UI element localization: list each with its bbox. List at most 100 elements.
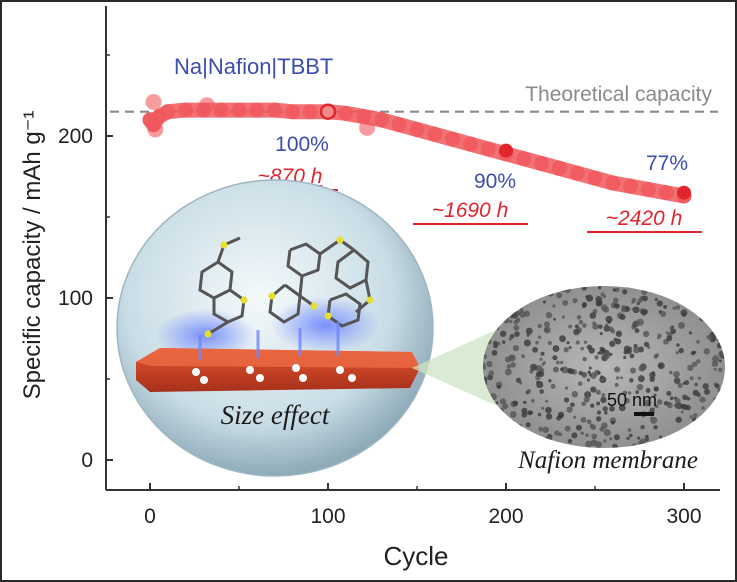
x-tick-label: 100 xyxy=(310,505,345,528)
pore xyxy=(592,323,599,330)
pore xyxy=(509,320,513,324)
pore xyxy=(589,312,597,319)
pore xyxy=(643,286,647,289)
pore xyxy=(560,367,564,371)
data-point xyxy=(427,126,443,142)
pore xyxy=(713,300,719,306)
scatter-point xyxy=(145,93,162,110)
pore xyxy=(542,300,547,304)
pore xyxy=(713,421,717,425)
data-point xyxy=(569,165,585,181)
pore xyxy=(548,379,552,383)
pore xyxy=(722,319,725,324)
pore xyxy=(631,307,635,311)
pore xyxy=(642,295,648,302)
pore xyxy=(586,419,592,425)
pore xyxy=(629,378,634,383)
pore xyxy=(588,347,595,354)
pore xyxy=(697,376,701,380)
data-point xyxy=(480,141,496,157)
pore xyxy=(615,330,623,338)
pore xyxy=(537,412,542,417)
pore xyxy=(583,340,588,344)
pore xyxy=(710,286,715,289)
pore xyxy=(580,416,587,423)
pore xyxy=(610,420,615,425)
pore xyxy=(649,371,656,379)
pore xyxy=(586,378,590,382)
pore xyxy=(568,346,572,350)
pore xyxy=(641,286,647,289)
data-point xyxy=(445,131,461,147)
pore xyxy=(621,304,626,310)
pore xyxy=(491,349,498,356)
data-point xyxy=(409,122,425,138)
pore xyxy=(545,406,552,414)
data-point xyxy=(462,136,478,152)
data-point xyxy=(391,117,407,133)
pore xyxy=(486,430,494,438)
pore xyxy=(515,317,521,323)
series-legend-label: Na|Nafion|TBBT xyxy=(174,54,333,79)
y-tick-label: 200 xyxy=(58,125,93,148)
pore xyxy=(512,286,519,292)
pore xyxy=(484,324,488,328)
pore xyxy=(594,355,599,360)
pore xyxy=(515,377,522,383)
pore xyxy=(615,287,620,293)
pore xyxy=(595,441,603,448)
scatter-point xyxy=(198,97,215,114)
pore xyxy=(653,386,659,392)
pore xyxy=(576,315,582,320)
pore xyxy=(656,300,663,307)
pore xyxy=(612,288,617,292)
pore xyxy=(712,355,720,363)
pore xyxy=(609,405,615,412)
pore xyxy=(665,287,671,293)
pore xyxy=(552,304,556,308)
pore xyxy=(563,286,572,294)
x-tick-label: 0 xyxy=(144,505,156,528)
pore xyxy=(702,383,709,390)
pore xyxy=(706,286,712,289)
series-na-nafion-tbbt xyxy=(142,93,692,204)
pore xyxy=(545,311,553,319)
pore xyxy=(535,340,539,345)
pore xyxy=(603,325,611,332)
pore xyxy=(673,371,680,378)
pore xyxy=(581,286,587,291)
pore xyxy=(504,368,512,376)
pore xyxy=(484,288,489,294)
pore xyxy=(558,432,563,437)
pore xyxy=(673,377,681,384)
pore xyxy=(609,340,616,347)
data-point xyxy=(213,102,229,118)
pore xyxy=(584,391,592,399)
pore xyxy=(503,317,510,324)
data-point xyxy=(658,185,674,201)
pore xyxy=(636,383,644,391)
pore xyxy=(689,415,693,419)
pore xyxy=(498,320,502,324)
pore xyxy=(614,382,619,388)
pore xyxy=(538,426,544,432)
ion-dots xyxy=(192,364,356,384)
pore xyxy=(639,438,647,445)
pore xyxy=(693,413,698,418)
pore xyxy=(578,370,583,376)
pore xyxy=(535,371,541,377)
pore xyxy=(517,289,523,294)
pore xyxy=(640,364,647,371)
pore xyxy=(574,324,580,329)
pore xyxy=(567,438,573,444)
data-point xyxy=(551,160,567,176)
pore xyxy=(483,426,489,432)
pore xyxy=(632,320,640,327)
pore xyxy=(543,321,550,328)
annotation-90: 90% ~1690 h xyxy=(413,170,528,225)
pore xyxy=(521,407,528,414)
pore xyxy=(545,399,549,403)
pore xyxy=(619,314,626,320)
pore xyxy=(489,313,496,321)
pore xyxy=(599,426,605,432)
